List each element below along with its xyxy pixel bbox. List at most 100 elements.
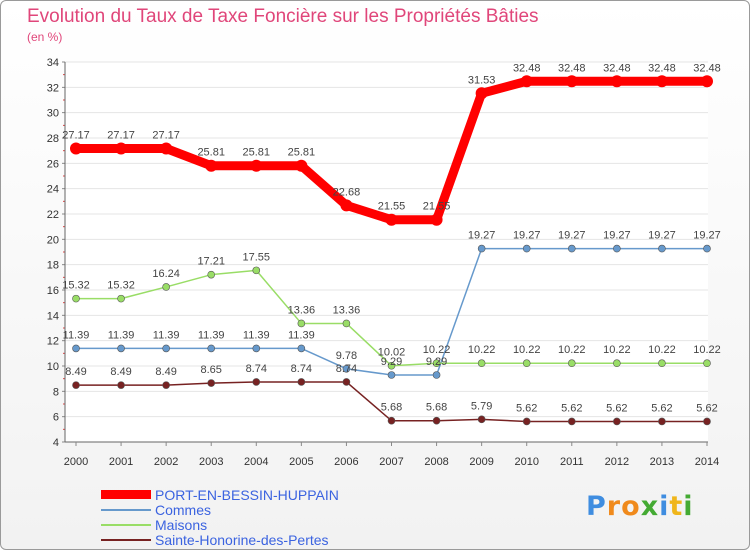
data-point — [117, 294, 125, 303]
y-tick-label: 34 — [47, 57, 59, 69]
y-tick-label: 22 — [47, 209, 59, 221]
data-point — [613, 417, 621, 426]
data-label: 9.29 — [426, 356, 447, 368]
x-tick-label: 2005 — [289, 456, 313, 468]
data-label: 11.39 — [63, 329, 90, 341]
axes: 4 6 8 10 12 14 16 18 20 22 24 26 28 30 32 34 2000 2001 200… — [47, 57, 719, 468]
data-label: 31.53 — [468, 74, 496, 86]
data-point — [432, 359, 441, 368]
data-point — [477, 415, 486, 424]
data-point — [565, 75, 578, 88]
legend-swatch — [101, 490, 151, 499]
data-label: 21.55 — [378, 201, 406, 213]
logo-letter: o — [621, 491, 641, 522]
data-point — [567, 417, 576, 426]
data-label: 16.24 — [152, 268, 180, 280]
data-label: 17.21 — [197, 256, 225, 268]
data-point — [297, 344, 306, 353]
data-point — [430, 213, 443, 226]
data-point — [522, 417, 531, 426]
y-tick-label: 8 — [53, 386, 59, 398]
data-point — [252, 378, 261, 386]
legend-swatch — [101, 523, 151, 526]
data-point — [655, 75, 668, 88]
legend-swatch — [101, 508, 151, 511]
data-label: 8.49 — [65, 366, 86, 378]
legend-label: Sainte-Honorine-des-Pertes — [155, 531, 329, 548]
data-label: 8.49 — [110, 366, 131, 378]
data-point — [207, 270, 216, 279]
y-tick-label: 10 — [47, 361, 59, 373]
data-point — [387, 416, 396, 425]
data-point — [162, 381, 170, 389]
data-point — [117, 381, 125, 389]
y-tick-label: 20 — [47, 234, 59, 246]
data-label: 5.62 — [561, 402, 582, 414]
data-label: 22.68 — [333, 186, 361, 198]
data-label: 8.49 — [155, 366, 176, 378]
legend-item: Maisons — [101, 517, 339, 533]
y-tick-label: 4 — [53, 437, 59, 449]
x-tick-label: 2000 — [64, 456, 88, 468]
y-axis-label: (en %) — [27, 30, 63, 44]
data-point — [342, 364, 351, 373]
data-label: 32.48 — [513, 62, 541, 74]
x-tick-label: 2006 — [334, 456, 358, 468]
data-label: 19.27 — [603, 230, 631, 242]
data-label: 5.62 — [606, 402, 627, 414]
y-tick-label: 18 — [47, 260, 59, 272]
data-point — [72, 344, 80, 353]
legend-swatch — [101, 538, 151, 541]
data-point — [658, 359, 666, 368]
data-point — [117, 344, 125, 353]
data-label: 13.36 — [288, 304, 316, 316]
grid — [65, 61, 708, 443]
logo-letter: i — [683, 491, 694, 522]
data-point — [207, 344, 216, 353]
y-tick-label: 28 — [47, 133, 59, 145]
data-point — [477, 359, 486, 368]
data-label: 5.68 — [381, 402, 402, 414]
data-label: 11.39 — [288, 329, 315, 341]
data-label: 25.81 — [288, 147, 316, 159]
data-label: 21.55 — [423, 201, 451, 213]
data-point — [520, 75, 533, 88]
data-point — [250, 159, 263, 172]
data-label: 10.22 — [423, 344, 451, 356]
series-layer — [70, 75, 713, 426]
data-point — [72, 381, 80, 389]
data-point — [703, 417, 711, 426]
x-tick-label: 2014 — [695, 456, 719, 468]
y-tick-label: 6 — [53, 412, 59, 424]
chart-title: Evolution du Taux de Taxe Foncière sur l… — [27, 6, 539, 27]
data-point — [342, 378, 351, 386]
x-tick-label: 2007 — [379, 456, 403, 468]
data-point — [72, 294, 80, 303]
data-point — [522, 244, 531, 253]
legend-label: PORT-EN-BESSIN-HUPPAIN — [155, 486, 339, 503]
x-tick-label: 2009 — [469, 456, 493, 468]
y-tick-label: 12 — [47, 336, 59, 348]
data-label: 10.22 — [693, 344, 721, 356]
data-label: 32.48 — [603, 62, 631, 74]
data-point — [252, 266, 261, 275]
data-point — [703, 359, 711, 368]
data-label: 10.22 — [648, 344, 676, 356]
data-label: 19.27 — [558, 230, 586, 242]
data-point — [701, 75, 713, 88]
data-label: 32.48 — [693, 62, 721, 74]
data-point — [387, 371, 396, 379]
data-point — [432, 416, 441, 425]
data-point — [297, 319, 306, 328]
y-tick-label: 30 — [47, 108, 59, 120]
legend-item: Sainte-Honorine-des-Pertes — [101, 531, 339, 548]
data-point — [613, 244, 621, 253]
data-label: 19.27 — [513, 230, 541, 242]
data-label: 15.32 — [107, 280, 135, 292]
data-point — [387, 361, 396, 370]
x-tick-label: 2004 — [244, 456, 268, 468]
data-point — [658, 244, 666, 253]
data-point — [340, 199, 353, 212]
y-tick-label: 14 — [47, 310, 59, 322]
data-labels: 27.17 27.17 27.17 25.81 25.81 25.81 22.68 21.55… — [62, 62, 721, 414]
